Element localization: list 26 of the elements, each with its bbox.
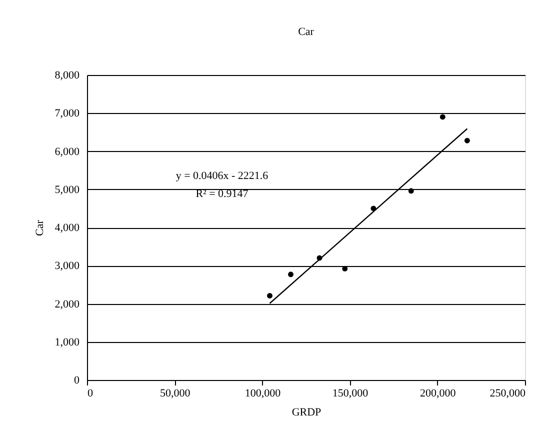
y-tick-label: 1,000: [54, 336, 80, 348]
x-tick-label: 150,000: [332, 388, 369, 400]
point: [408, 188, 414, 194]
y-tick-label: 8,000: [54, 70, 80, 82]
y-tick-label: 0: [74, 374, 80, 386]
y-tick-label: 2,000: [54, 298, 80, 310]
y-tick-label: 7,000: [54, 108, 80, 120]
x-axis-title: GRDP: [292, 406, 322, 418]
y-tick-label: 4,000: [54, 222, 80, 234]
point: [342, 266, 348, 272]
annotation: y = 0.0406x - 2221.6: [176, 170, 269, 182]
x-tick-label: 100,000: [244, 388, 282, 400]
annotation: R² = 0.9147: [196, 188, 249, 200]
x-tick-label: 0: [88, 388, 94, 400]
point: [464, 138, 470, 144]
point: [288, 272, 294, 278]
x-tick-label: 50,000: [160, 388, 191, 400]
point: [440, 114, 446, 120]
y-axis-title: Car: [34, 220, 46, 236]
point: [266, 293, 272, 298]
y-tick-label: 5,000: [54, 184, 80, 196]
y-tick-label: 6,000: [54, 146, 80, 158]
x-tick-label: 200,000: [420, 388, 456, 400]
chart-title: Car: [298, 26, 314, 38]
x-tick-label: 250,000: [490, 388, 526, 400]
y-tick-label: 3,000: [54, 260, 80, 272]
